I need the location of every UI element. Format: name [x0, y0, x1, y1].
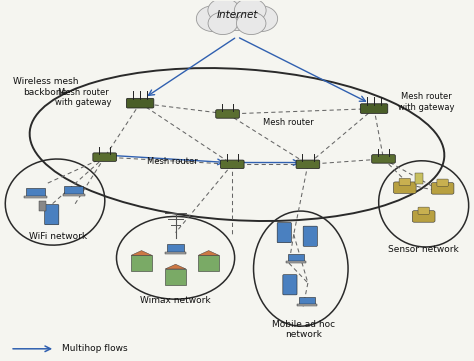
Bar [26, 188, 45, 196]
Text: Mesh router
with gateway: Mesh router with gateway [398, 92, 454, 112]
Bar [299, 297, 315, 304]
FancyBboxPatch shape [277, 223, 292, 243]
FancyBboxPatch shape [412, 211, 435, 222]
Text: Mobile ad hoc
network: Mobile ad hoc network [272, 320, 335, 339]
FancyBboxPatch shape [127, 98, 154, 108]
Polygon shape [165, 264, 186, 269]
FancyBboxPatch shape [220, 160, 244, 169]
FancyBboxPatch shape [399, 178, 410, 186]
Text: Wimax network: Wimax network [140, 296, 211, 305]
Bar [165, 252, 186, 254]
Text: Sensor network: Sensor network [388, 245, 459, 254]
FancyBboxPatch shape [431, 183, 454, 194]
FancyBboxPatch shape [437, 179, 448, 186]
FancyBboxPatch shape [303, 226, 318, 246]
Text: Wireless mesh
backbone: Wireless mesh backbone [13, 77, 78, 97]
Bar [64, 186, 83, 195]
Bar [198, 255, 219, 271]
FancyBboxPatch shape [93, 153, 117, 161]
Bar [165, 269, 186, 285]
FancyBboxPatch shape [372, 155, 395, 163]
FancyBboxPatch shape [360, 104, 388, 113]
FancyBboxPatch shape [418, 207, 429, 214]
Text: Mesh router: Mesh router [147, 157, 198, 166]
Bar [297, 304, 317, 306]
Bar [288, 254, 304, 261]
Bar [24, 196, 46, 198]
FancyBboxPatch shape [393, 182, 416, 193]
Bar [63, 194, 85, 196]
Bar [39, 201, 46, 211]
Text: WiFi network: WiFi network [29, 232, 87, 241]
FancyBboxPatch shape [216, 110, 239, 118]
Text: Internet: Internet [216, 10, 258, 20]
Text: Multihop flows: Multihop flows [62, 344, 128, 353]
Bar [286, 261, 306, 263]
Bar [131, 255, 152, 271]
Polygon shape [198, 251, 219, 255]
FancyBboxPatch shape [283, 275, 297, 295]
Polygon shape [131, 251, 152, 255]
Bar [167, 244, 184, 252]
Text: Mesh router
with gateway: Mesh router with gateway [55, 88, 112, 108]
Bar [415, 173, 423, 184]
Text: Mesh router: Mesh router [263, 118, 314, 127]
FancyBboxPatch shape [296, 160, 319, 169]
FancyBboxPatch shape [45, 205, 59, 225]
